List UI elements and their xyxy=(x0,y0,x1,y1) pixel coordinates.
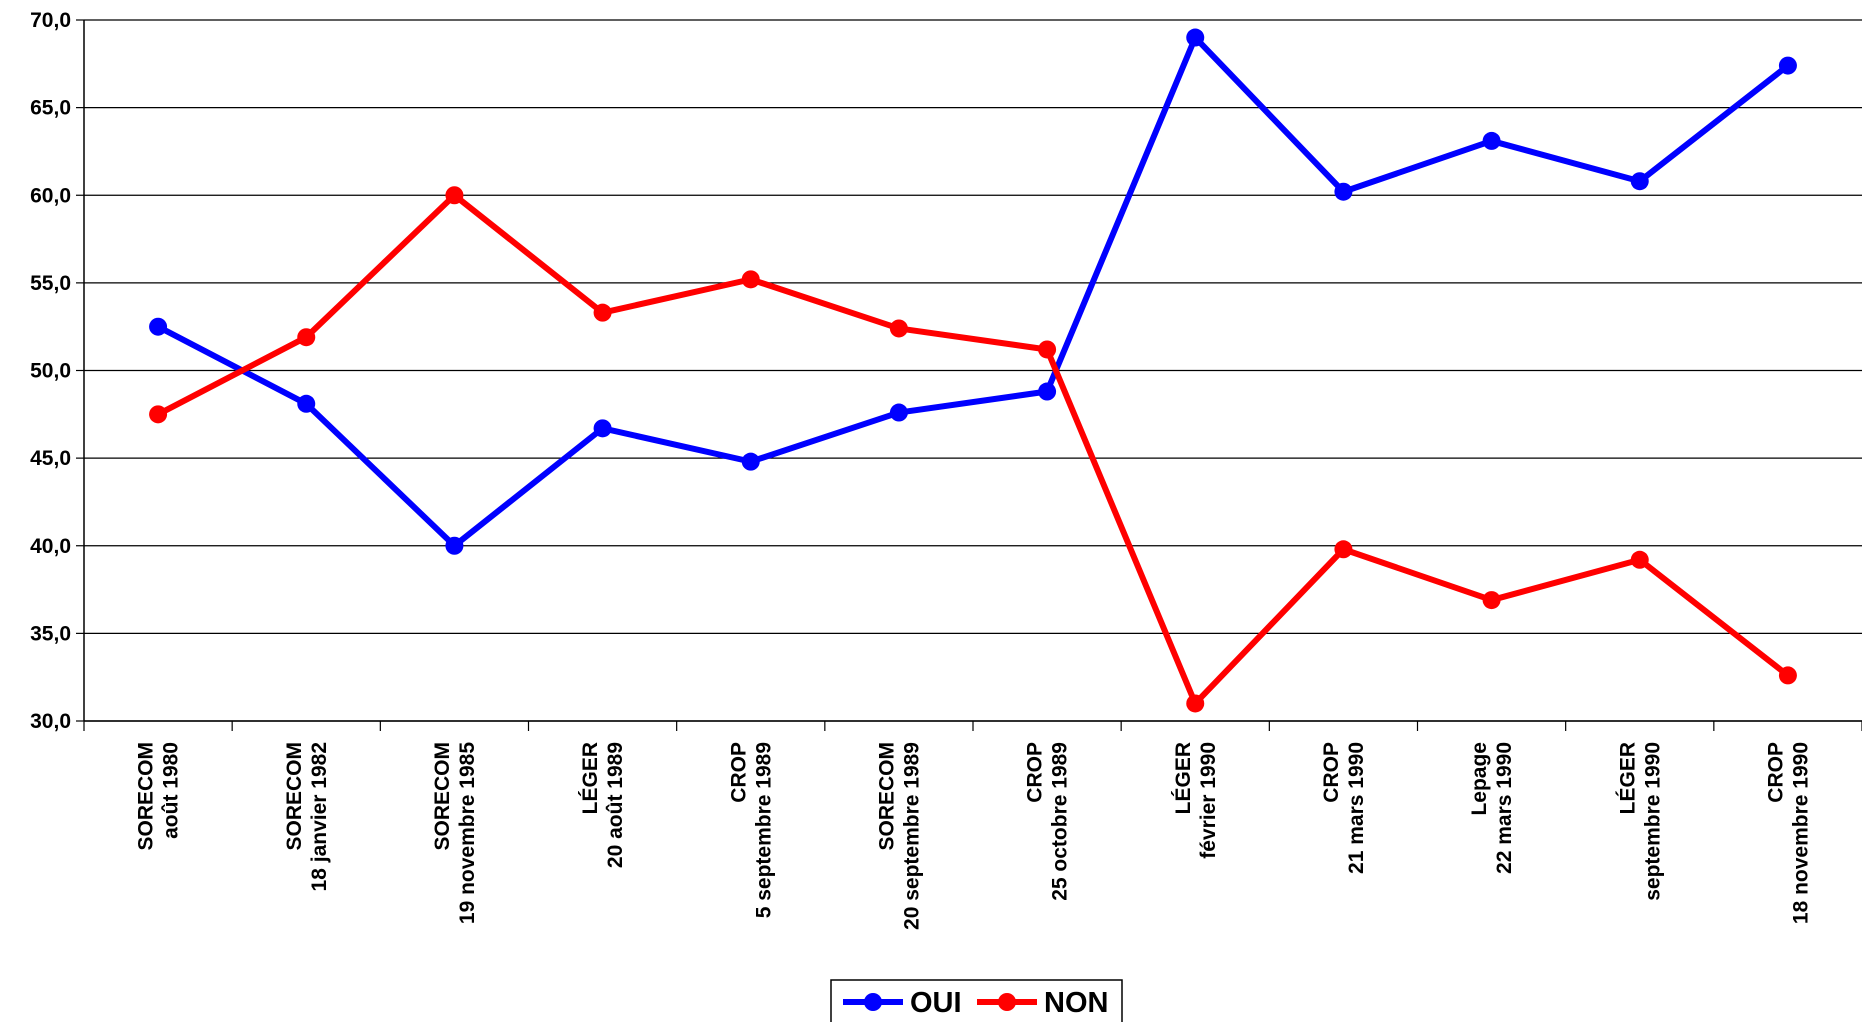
x-category-label: Lepage 22 mars 1990 xyxy=(1468,742,1516,874)
legend-swatch-marker xyxy=(998,993,1016,1011)
x-category-label: CROP 18 novembre 1990 xyxy=(1764,742,1812,924)
data-point-non xyxy=(1630,550,1649,569)
x-category-label-line: février 1990 xyxy=(1197,742,1220,859)
y-tick-label: 35,0 xyxy=(30,622,71,645)
x-category-label-line: LÉGER xyxy=(1616,742,1639,814)
y-tick-label: 55,0 xyxy=(30,272,71,295)
x-category-label: SORECOM 20 septembre 1989 xyxy=(875,742,923,930)
data-point-non xyxy=(149,405,168,424)
x-category-label-line: SORECOM xyxy=(875,742,898,851)
data-point-oui xyxy=(1630,172,1649,191)
data-point-non xyxy=(445,186,464,205)
x-category-label-line: 20 août 1989 xyxy=(604,742,627,868)
data-point-non xyxy=(741,270,760,289)
x-category-label-line: 5 septembre 1989 xyxy=(752,742,775,918)
data-point-oui xyxy=(1186,28,1205,47)
x-category-label: CROP 25 octobre 1989 xyxy=(1024,742,1072,901)
x-category-label-line: 20 septembre 1989 xyxy=(900,742,923,930)
x-category-label-line: 21 mars 1990 xyxy=(1345,742,1368,874)
data-point-non xyxy=(1482,591,1501,610)
x-category-label: LÉGER février 1990 xyxy=(1172,742,1220,859)
x-category-label: SORECOM 19 novembre 1985 xyxy=(431,742,479,924)
series-line-non xyxy=(156,192,1790,707)
y-tick-label: 40,0 xyxy=(30,535,71,558)
x-category-label-line: 19 novembre 1985 xyxy=(456,742,479,924)
x-category-label: SORECOM août 1980 xyxy=(135,742,183,851)
y-tick-label: 70,0 xyxy=(30,9,71,32)
x-category-label-line: 18 janvier 1982 xyxy=(308,742,331,891)
x-category-label: CROP 5 septembre 1989 xyxy=(727,742,775,918)
gridlines xyxy=(84,19,1862,722)
x-category-label: SORECOM 18 janvier 1982 xyxy=(283,742,331,891)
x-category-label-line: CROP xyxy=(727,742,750,803)
y-axis-ticks: 30,0 35,0 40,0 45,0 50,0 55,0 60,0 65,0 70,0 xyxy=(30,9,85,733)
y-tick-label: 60,0 xyxy=(30,184,71,207)
x-category-label-line: LÉGER xyxy=(579,742,602,814)
x-category-label-line: CROP xyxy=(1320,742,1343,803)
data-point-oui xyxy=(297,394,316,413)
data-point-oui xyxy=(889,403,908,422)
data-point-oui xyxy=(1482,131,1501,150)
data-point-non xyxy=(1334,540,1353,559)
y-tick-label: 45,0 xyxy=(30,447,71,470)
y-tick-label: 50,0 xyxy=(30,360,71,383)
data-point-oui xyxy=(445,536,464,555)
x-category-label: LÉGER septembre 1990 xyxy=(1616,742,1664,901)
x-axis: SORECOM août 1980 SORECOM 18 janvier 1982 SO… xyxy=(83,720,1862,930)
data-point-non xyxy=(297,328,316,347)
x-category-label-line: SORECOM xyxy=(283,742,306,851)
data-point-non xyxy=(889,319,908,338)
series-group xyxy=(149,28,1797,713)
data-point-oui xyxy=(1334,182,1353,201)
x-category-label-line: 18 novembre 1990 xyxy=(1789,742,1812,924)
x-category-label-line: SORECOM xyxy=(135,742,158,851)
x-category-label-line: août 1980 xyxy=(160,742,183,839)
x-category-label-line: LÉGER xyxy=(1172,742,1195,814)
x-category-label: LÉGER 20 août 1989 xyxy=(579,742,627,868)
x-category-label-line: septembre 1990 xyxy=(1641,742,1664,901)
data-point-non xyxy=(593,303,612,322)
legend-swatch-marker xyxy=(864,993,882,1011)
x-category-label: CROP 21 mars 1990 xyxy=(1320,742,1368,874)
x-category-label-line: CROP xyxy=(1764,742,1787,803)
x-category-label-line: SORECOM xyxy=(431,742,454,851)
data-point-oui xyxy=(1038,382,1057,401)
x-category-label-line: 22 mars 1990 xyxy=(1493,742,1516,874)
data-point-non xyxy=(1778,666,1797,685)
data-point-non xyxy=(1038,340,1057,359)
legend-label-oui: OUI xyxy=(910,987,962,1019)
y-tick-label: 65,0 xyxy=(30,97,71,120)
x-category-label-line: Lepage xyxy=(1468,742,1491,816)
data-point-oui xyxy=(593,419,612,438)
series-line-oui xyxy=(156,34,1790,549)
data-point-oui xyxy=(741,452,760,471)
y-tick-label: 30,0 xyxy=(30,710,71,733)
legend-label-non: NON xyxy=(1044,987,1108,1019)
data-point-oui xyxy=(1778,56,1797,75)
legend: OUI NON xyxy=(830,979,1123,1022)
data-point-non xyxy=(1186,694,1205,713)
data-point-oui xyxy=(149,317,168,336)
x-category-label-line: 25 octobre 1989 xyxy=(1049,742,1072,901)
x-category-label-line: CROP xyxy=(1024,742,1047,803)
